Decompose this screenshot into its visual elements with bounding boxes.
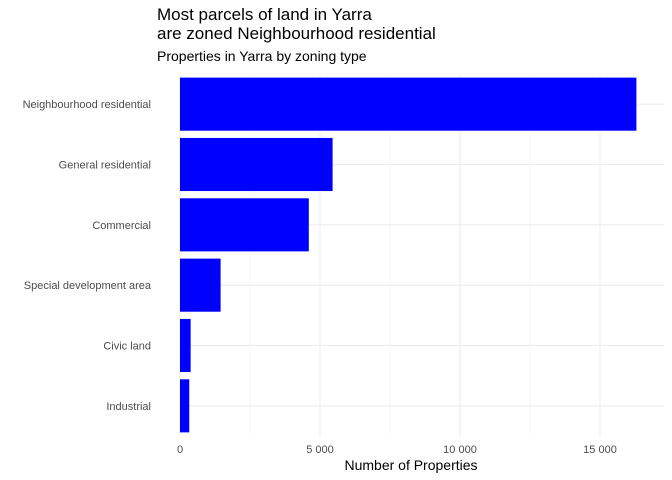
category-label: Civic land: [103, 341, 151, 353]
x-tick-label: 15 000: [583, 444, 617, 456]
x-axis-title: Number of Properties: [344, 457, 477, 473]
x-tick-label: 10 000: [443, 444, 477, 456]
bar-general-residential: [180, 137, 333, 192]
chart-subtitle: Properties in Yarra by zoning type: [157, 48, 367, 64]
bar-industrial: [180, 379, 190, 433]
category-label: Neighbourhood residential: [23, 99, 151, 111]
bar-special-development-area: [180, 258, 221, 312]
category-labels: Neighbourhood residential General residen…: [23, 99, 152, 413]
x-tick-label: 5 000: [306, 444, 334, 456]
x-tick-label: 0: [177, 444, 183, 456]
category-label: Commercial: [92, 220, 151, 232]
x-tick-labels: 0 5 000 10 000 15 000: [177, 444, 617, 456]
category-label: Industrial: [106, 401, 151, 413]
category-label: Special development area: [24, 280, 152, 292]
chart-title-line-2: are zoned Neighbourhood residential: [157, 24, 436, 43]
bar-neighbourhood-residential: [180, 77, 637, 131]
chart-title-line-1: Most parcels of land in Yarra: [157, 5, 372, 24]
bar-civic-land: [180, 318, 191, 373]
bars: [180, 77, 637, 433]
bar-commercial: [180, 198, 309, 252]
grid-lines: [179, 74, 664, 436]
category-label: General residential: [59, 160, 151, 172]
